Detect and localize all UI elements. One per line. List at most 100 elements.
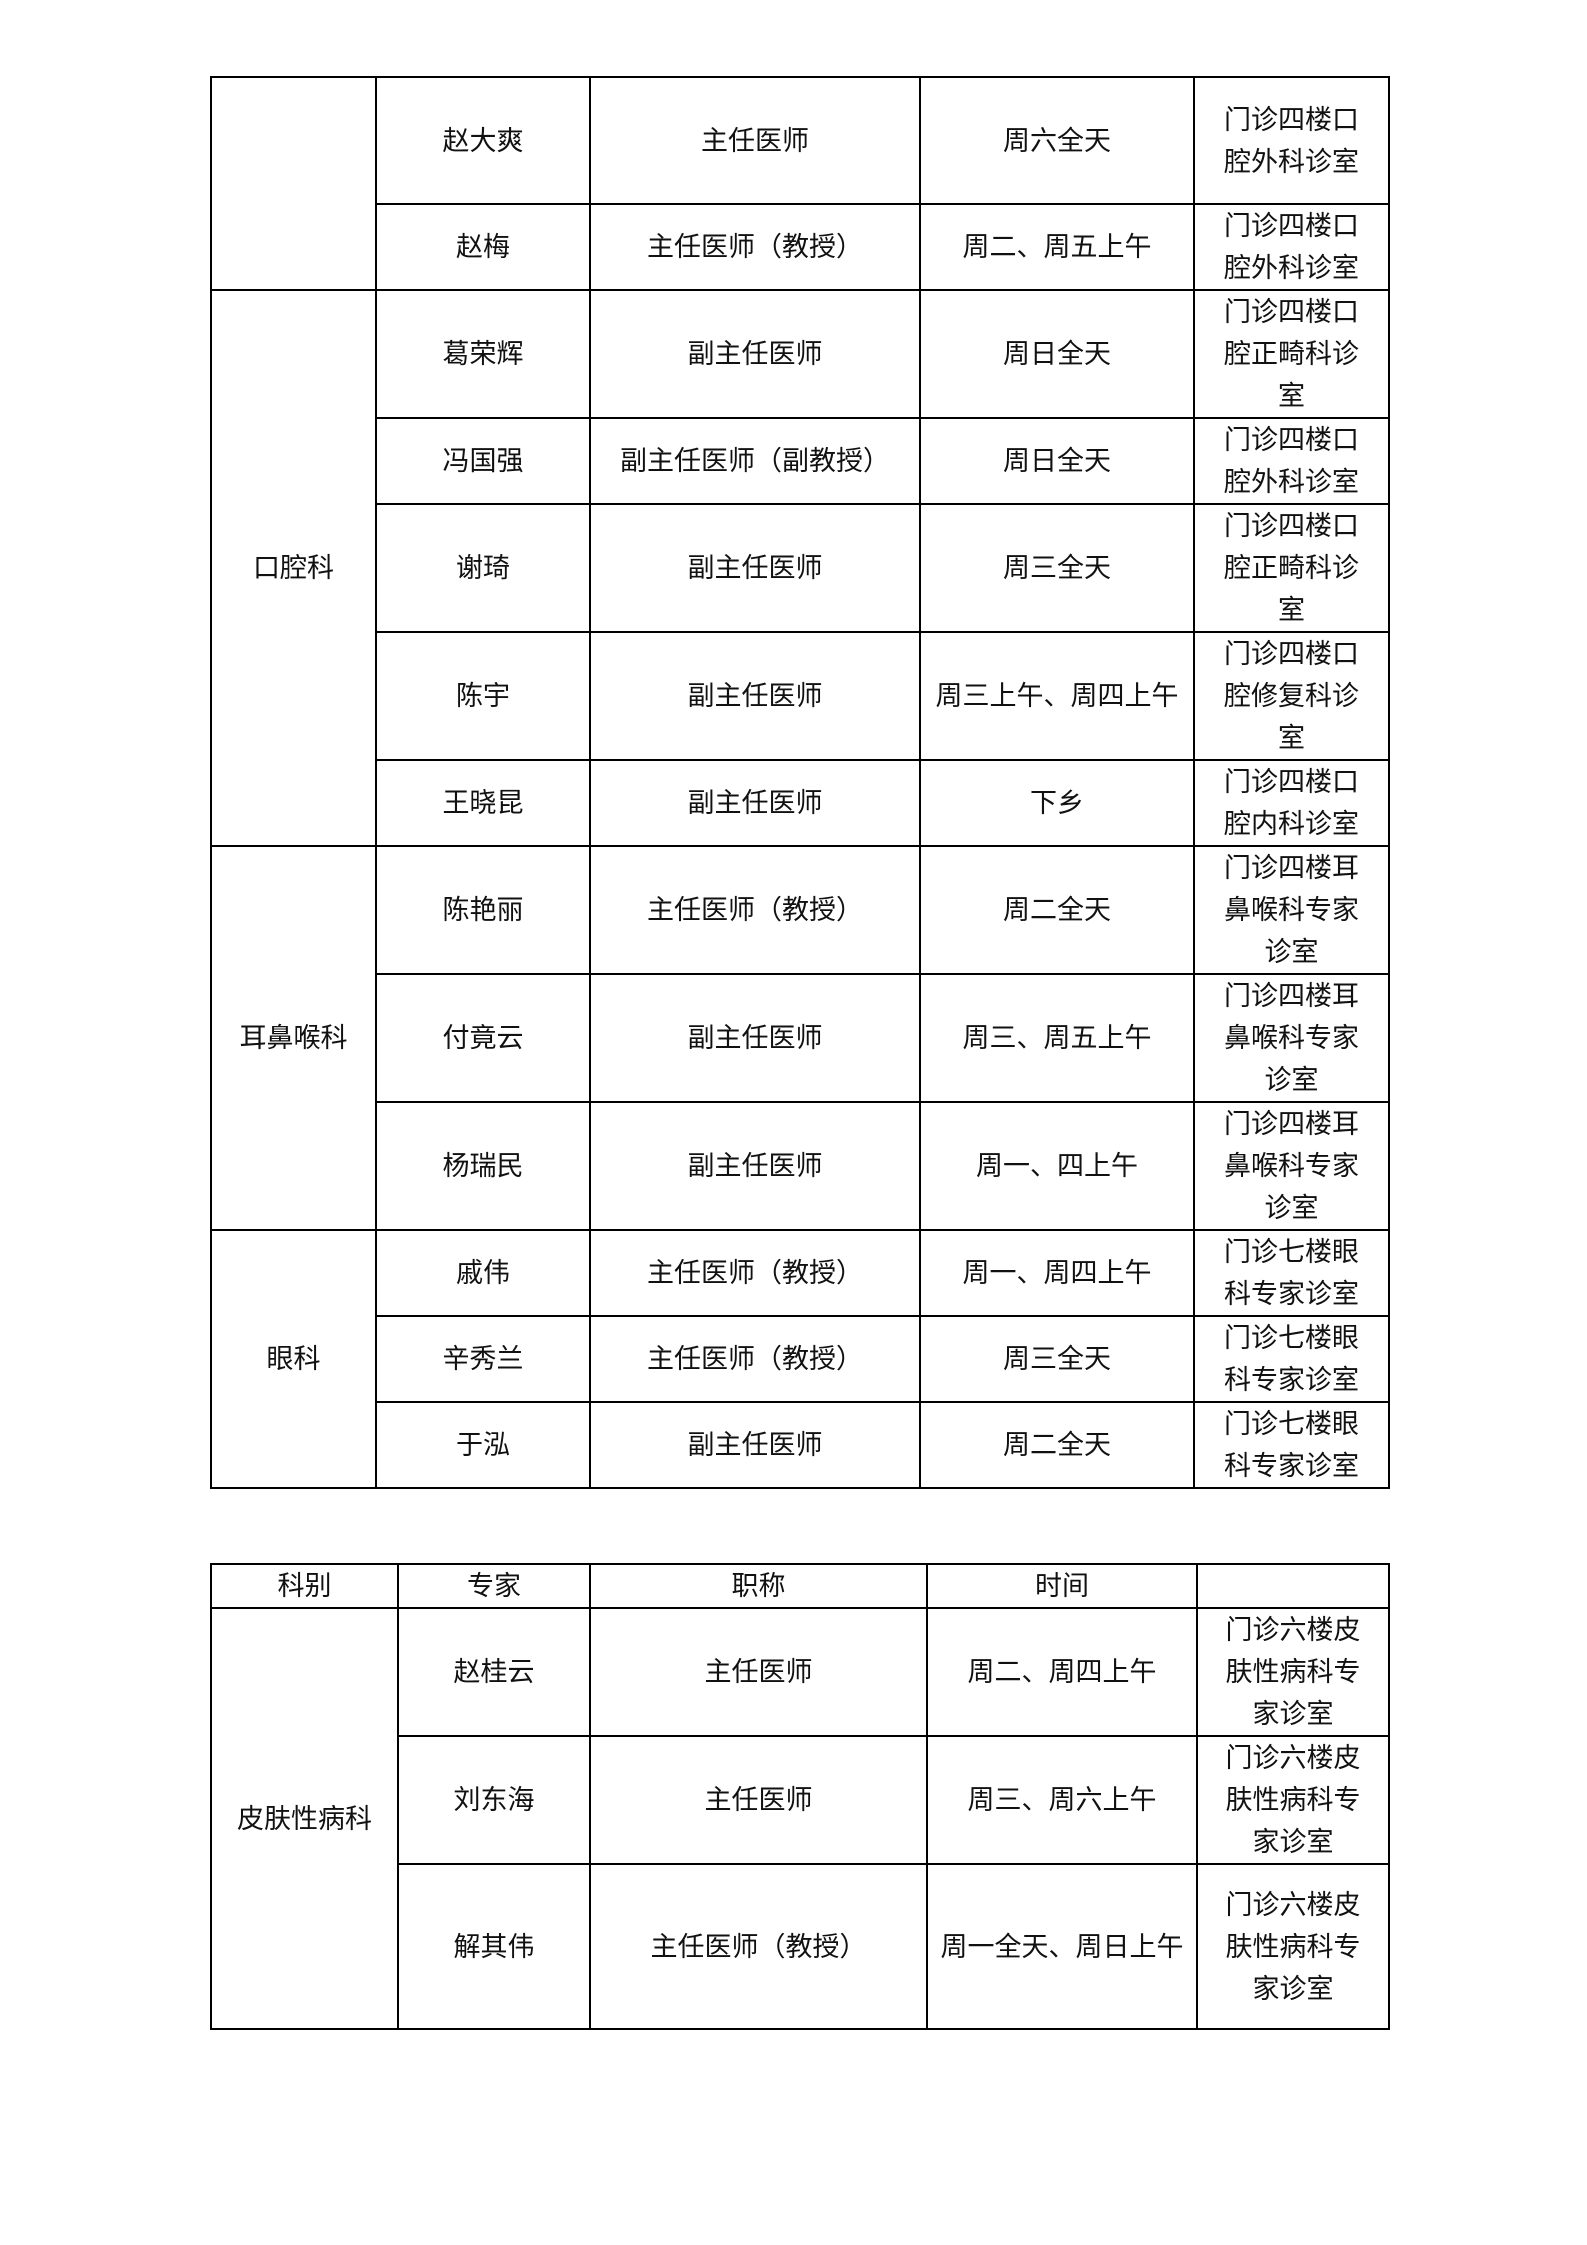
location-text: 门诊四楼耳鼻喉科专家诊室: [1224, 981, 1359, 1095]
location-cell: 门诊六楼皮肤性病科专家诊室: [1196, 1863, 1390, 2030]
header-location: [1196, 1563, 1390, 1609]
name-cell: 陈宇: [375, 631, 591, 761]
title-cell: 主任医师（教授）: [589, 1863, 928, 2030]
table-row: 杨瑞民 副主任医师 周一、四上午 门诊四楼耳鼻喉科专家诊室: [211, 1101, 1390, 1231]
table-row: 付竟云 副主任医师 周三、周五上午 门诊四楼耳鼻喉科专家诊室: [211, 973, 1390, 1103]
time-cell: 周三、周五上午: [919, 973, 1195, 1103]
table-row: 冯国强 副主任医师（副教授） 周日全天 门诊四楼口腔外科诊室: [211, 417, 1390, 505]
location-text: 门诊四楼口腔外科诊室: [1224, 211, 1359, 283]
department-cell: 眼科: [210, 1229, 377, 1489]
title-cell: 副主任医师: [589, 759, 921, 847]
department-cell: 皮肤性病科: [210, 1607, 399, 2030]
name-cell: 谢琦: [375, 503, 591, 633]
location-cell: 门诊四楼口腔外科诊室: [1193, 417, 1390, 505]
table-row: 陈宇 副主任医师 周三上午、周四上午 门诊四楼口腔修复科诊室: [211, 631, 1390, 761]
location-text: 门诊六楼皮肤性病科专家诊室: [1225, 1889, 1361, 2004]
department-cell: 耳鼻喉科: [210, 845, 377, 1231]
header-dept: 科别: [210, 1563, 399, 1609]
header-time: 时间: [926, 1563, 1198, 1609]
location-cell: 门诊四楼口腔正畸科诊室: [1193, 289, 1390, 419]
title-cell: 主任医师: [589, 1607, 928, 1737]
time-cell: 周三上午、周四上午: [919, 631, 1195, 761]
title-cell: 副主任医师: [589, 503, 921, 633]
location-text: 门诊四楼口腔内科诊室: [1224, 767, 1359, 839]
schedule-table-2: 科别 专家 职称 时间 皮肤性病科 赵桂云 主任医师 周二、周四上午 门诊六楼皮肤性病科…: [210, 1563, 1390, 2030]
location-cell: 门诊四楼耳鼻喉科专家诊室: [1193, 1101, 1390, 1231]
title-cell: 副主任医师: [589, 973, 921, 1103]
location-text: 门诊四楼口腔修复科诊室: [1224, 639, 1359, 753]
name-cell: 辛秀兰: [375, 1315, 591, 1403]
name-cell: 于泓: [375, 1401, 591, 1489]
table-row: 皮肤性病科 赵桂云 主任医师 周二、周四上午 门诊六楼皮肤性病科专家诊室: [210, 1607, 1390, 2030]
location-text: 门诊四楼口腔正畸科诊室: [1224, 511, 1359, 625]
title-cell: 主任医师（教授）: [589, 1315, 921, 1403]
time-cell: 周日全天: [919, 289, 1195, 419]
table-row: 赵大爽 主任医师 周六全天 门诊四楼口腔外科诊室: [210, 76, 1390, 291]
name-cell: 解其伟: [397, 1863, 591, 2030]
department-cell: 口腔科: [210, 289, 377, 847]
location-cell: 门诊四楼口腔外科诊室: [1193, 203, 1390, 291]
location-text: 门诊四楼耳鼻喉科专家诊室: [1224, 853, 1359, 967]
name-cell: 葛荣辉: [375, 289, 591, 419]
name-cell: 赵桂云: [397, 1607, 591, 1737]
name-cell: 赵梅: [375, 203, 591, 291]
location-cell: 门诊四楼耳鼻喉科专家诊室: [1193, 845, 1390, 975]
location-cell: 门诊七楼眼科专家诊室: [1193, 1315, 1390, 1403]
header-row: 科别 专家 职称 时间: [210, 1563, 1390, 1609]
location-cell: 门诊六楼皮肤性病科专家诊室: [1196, 1735, 1390, 1865]
location-cell: 门诊七楼眼科专家诊室: [1193, 1229, 1390, 1317]
title-cell: 主任医师（教授）: [589, 203, 921, 291]
schedule-table-1: 赵大爽 主任医师 周六全天 门诊四楼口腔外科诊室 赵梅 主任医师（教授） 周二、周五上午 门诊…: [210, 76, 1390, 1489]
location-cell: 门诊七楼眼科专家诊室: [1193, 1401, 1390, 1489]
title-cell: 副主任医师: [589, 1101, 921, 1231]
title-cell: 副主任医师: [589, 631, 921, 761]
title-cell: 主任医师（教授）: [589, 1229, 921, 1317]
location-cell: 门诊四楼口腔修复科诊室: [1193, 631, 1390, 761]
time-cell: 周三、周六上午: [926, 1735, 1198, 1865]
title-cell: 副主任医师: [589, 289, 921, 419]
table-row: 谢琦 副主任医师 周三全天 门诊四楼口腔正畸科诊室: [211, 503, 1390, 633]
location-text: 门诊六楼皮肤性病科专家诊室: [1225, 1615, 1361, 1729]
title-cell: 副主任医师: [589, 1401, 921, 1489]
name-cell: 赵大爽: [375, 76, 591, 205]
time-cell: 周日全天: [919, 417, 1195, 505]
name-cell: 冯国强: [375, 417, 591, 505]
location-text: 门诊七楼眼科专家诊室: [1224, 1323, 1359, 1395]
time-cell: 周一、周四上午: [919, 1229, 1195, 1317]
location-cell: 门诊四楼口腔外科诊室: [1193, 76, 1390, 205]
time-cell: 周二全天: [919, 1401, 1195, 1489]
table-row: 赵梅 主任医师（教授） 周二、周五上午 门诊四楼口腔外科诊室: [211, 203, 1390, 291]
title-cell: 主任医师（教授）: [589, 845, 921, 975]
location-text: 门诊四楼口腔外科诊室: [1224, 104, 1359, 177]
location-cell: 门诊四楼耳鼻喉科专家诊室: [1193, 973, 1390, 1103]
location-cell: 门诊四楼口腔内科诊室: [1193, 759, 1390, 847]
name-cell: 王晓昆: [375, 759, 591, 847]
time-cell: 周二、周五上午: [919, 203, 1195, 291]
title-cell: 副主任医师（副教授）: [589, 417, 921, 505]
name-cell: 陈艳丽: [375, 845, 591, 975]
name-cell: 刘东海: [397, 1735, 591, 1865]
table-row: 辛秀兰 主任医师（教授） 周三全天 门诊七楼眼科专家诊室: [211, 1315, 1390, 1403]
title-cell: 主任医师: [589, 76, 921, 205]
name-cell: 付竟云: [375, 973, 591, 1103]
name-cell: 杨瑞民: [375, 1101, 591, 1231]
time-cell: 周三全天: [919, 503, 1195, 633]
location-text: 门诊七楼眼科专家诊室: [1224, 1409, 1359, 1481]
department-cell: [210, 76, 377, 291]
time-cell: 周六全天: [919, 76, 1195, 205]
location-text: 门诊七楼眼科专家诊室: [1224, 1237, 1359, 1309]
header-expert: 专家: [397, 1563, 591, 1609]
location-text: 门诊四楼口腔外科诊室: [1224, 425, 1359, 497]
table-row: 耳鼻喉科 陈艳丽 主任医师（教授） 周二全天 门诊四楼耳鼻喉科专家诊室: [210, 845, 1390, 1231]
location-text: 门诊四楼口腔正畸科诊室: [1224, 297, 1359, 411]
location-text: 门诊四楼耳鼻喉科专家诊室: [1224, 1109, 1359, 1223]
table-row: 口腔科 葛荣辉 副主任医师 周日全天 门诊四楼口腔正畸科诊室: [210, 289, 1390, 847]
table-row: 王晓昆 副主任医师 下乡 门诊四楼口腔内科诊室: [211, 759, 1390, 847]
time-cell: 周二全天: [919, 845, 1195, 975]
title-cell: 主任医师: [589, 1735, 928, 1865]
location-text: 门诊六楼皮肤性病科专家诊室: [1225, 1743, 1361, 1857]
time-cell: 周二、周四上午: [926, 1607, 1198, 1737]
location-cell: 门诊四楼口腔正畸科诊室: [1193, 503, 1390, 633]
location-cell: 门诊六楼皮肤性病科专家诊室: [1196, 1607, 1390, 1737]
time-cell: 周一全天、周日上午: [926, 1863, 1198, 2030]
